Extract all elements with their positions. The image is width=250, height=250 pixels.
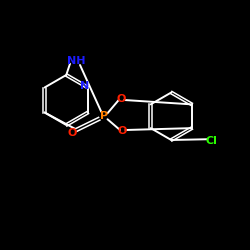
Text: N: N	[80, 81, 90, 91]
Text: O: O	[118, 126, 127, 136]
Text: O: O	[68, 128, 77, 138]
Text: Cl: Cl	[205, 136, 217, 146]
Text: NH: NH	[67, 56, 86, 66]
Text: P: P	[100, 111, 108, 121]
Text: O: O	[116, 94, 126, 104]
